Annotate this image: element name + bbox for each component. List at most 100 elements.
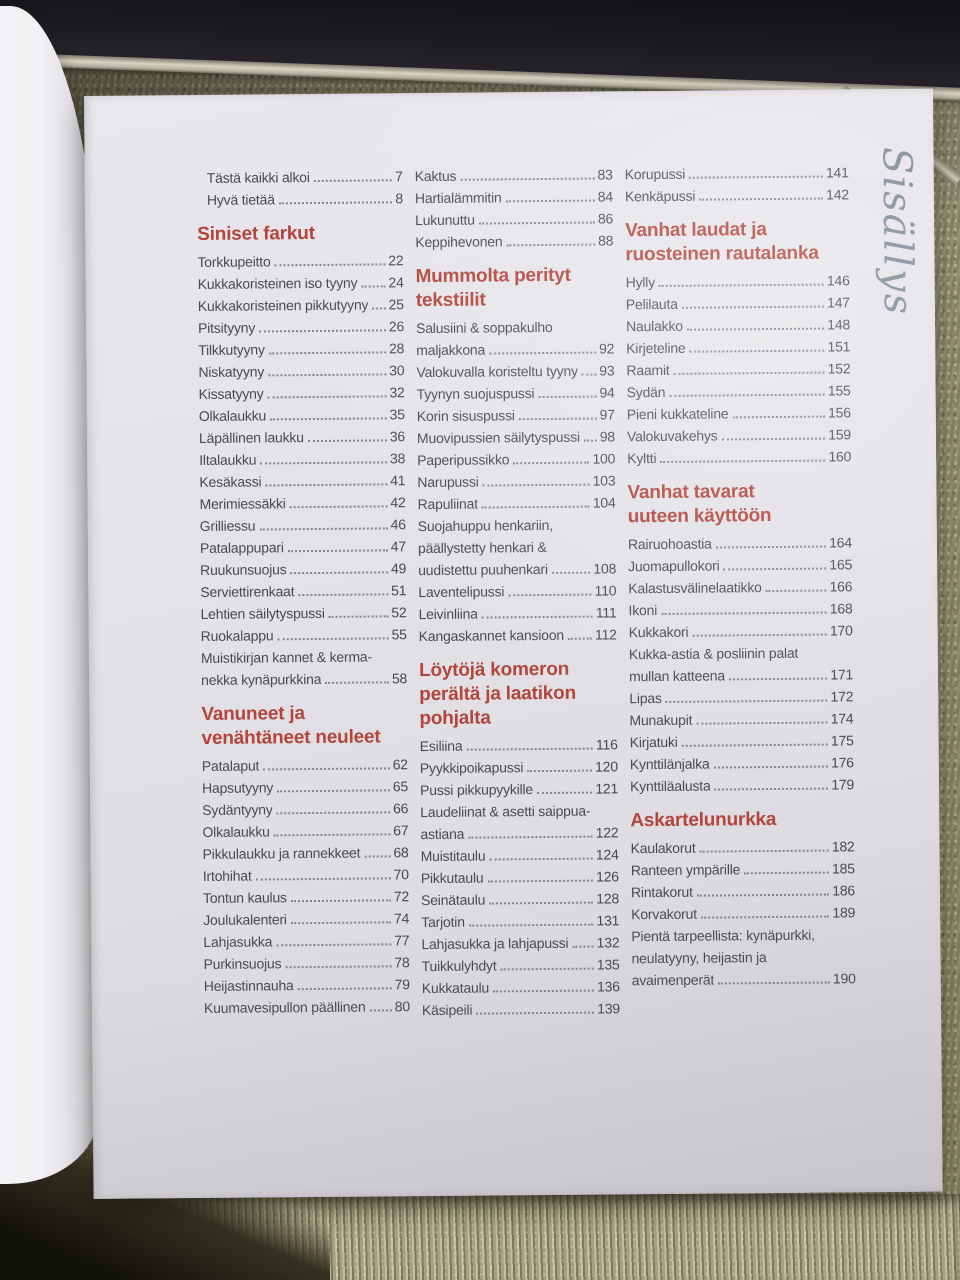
page-number: 46	[390, 516, 406, 533]
toc-entry: Lahjasukka 77	[203, 929, 409, 953]
page-number: 141	[825, 164, 849, 181]
toc-entry: Pikkulaukku ja rannekkeet 68	[203, 841, 409, 865]
toc-entry-label: Korin sisuspussi	[416, 407, 515, 425]
dot-leader	[260, 461, 388, 465]
dot-leader	[681, 305, 825, 309]
toc-entry: Kalastusvälinelaatikko 166	[628, 575, 852, 599]
toc-entry-label: Serviettirenkaat	[200, 583, 295, 601]
toc-entry-label: maljakkona	[416, 341, 486, 359]
toc-entry: Laventelipussi 110	[418, 579, 616, 603]
toc-entry-label: Kuumavesipullon päällinen	[203, 998, 366, 1016]
dot-leader	[661, 611, 827, 615]
toc-entry-label: Torkkupeitto	[197, 253, 271, 271]
dot-leader	[298, 593, 389, 597]
page-number: 111	[595, 604, 617, 621]
page-number: 93	[599, 362, 615, 379]
toc-entry: Kynttilänjalka 176	[630, 751, 854, 775]
dot-leader	[290, 921, 392, 925]
dot-leader	[481, 615, 593, 619]
toc-entry-label: Tilkkutyyny	[198, 341, 265, 359]
dot-leader	[287, 549, 388, 553]
section-heading: Mummolta perityt tekstiilit	[415, 263, 613, 313]
page-number: 51	[391, 582, 407, 599]
toc-entry: Läpällinen laukku 36	[199, 425, 405, 449]
toc-entry: Kuumavesipullon päällinen 80	[204, 995, 410, 1019]
toc-entry-label: Tuikkulyhdyt	[421, 957, 497, 975]
toc-entry: Olkalaukku 67	[202, 819, 408, 843]
toc-entry: Patalaput 62	[202, 753, 408, 777]
dot-leader	[259, 527, 388, 531]
toc-entry-label: Lukunuttu	[415, 211, 475, 229]
toc-entry: Leivinliina 111	[418, 601, 616, 625]
toc-entry-label: Kukkataulu	[421, 979, 490, 997]
section-heading: Siniset farkut	[197, 221, 403, 247]
toc-entry-label: Kirjeteline	[626, 339, 686, 357]
toc-entry-label: Käsipeili	[421, 1001, 473, 1019]
toc-entry-label: Kenkäpussi	[624, 187, 696, 205]
toc-entry: Pikkutaulu 126	[421, 865, 619, 889]
toc-entry: Grilliessu 46	[200, 513, 406, 537]
page-number: 190	[832, 970, 856, 987]
toc-entry-label: Lahjasukka ja lahjapussi	[421, 934, 569, 953]
page-number: 156	[827, 404, 851, 421]
page-number: 171	[830, 666, 854, 683]
dot-leader	[728, 677, 828, 681]
page-number: 26	[388, 318, 405, 335]
toc-entry: Rairuohoastia 164	[628, 531, 852, 555]
page-number: 170	[829, 622, 853, 639]
toc-entry-label: Pyykkipoikapussi	[419, 759, 524, 777]
toc-entry: Salusiini & soppakulho	[416, 315, 614, 339]
page-number: 142	[826, 186, 849, 203]
dot-leader	[689, 349, 825, 353]
toc-entry: Kirjatuki 175	[630, 729, 854, 753]
section-heading-line: tekstiilit	[415, 289, 486, 312]
toc-entry: Patalappupari 47	[200, 535, 406, 559]
toc-entry-label: Salusiini & soppakulho	[415, 318, 553, 337]
page-number: 66	[392, 800, 409, 817]
toc-entry: Ruokalappu 55	[201, 623, 407, 647]
dot-leader	[744, 871, 830, 875]
dot-leader	[255, 877, 391, 881]
page-number: 120	[595, 758, 618, 775]
dot-leader	[699, 849, 829, 853]
dot-leader	[538, 395, 597, 399]
toc-entry-label: Pikkulaukku ja rannekkeet	[202, 844, 361, 862]
section-heading-line: ruosteinen rautalanka	[625, 242, 819, 266]
toc-entry-label: Tarjotin	[421, 913, 465, 931]
dot-leader	[263, 767, 390, 771]
page-number: 103	[592, 472, 616, 489]
dot-leader	[489, 857, 593, 861]
page-number: 122	[595, 824, 619, 841]
page-number: 139	[597, 1000, 621, 1017]
toc-entry-label: Munakupit	[629, 711, 693, 729]
page-number: 151	[827, 338, 851, 355]
toc-entry-label: Hylly	[625, 274, 656, 291]
toc-title-script: Sisällys	[873, 146, 921, 317]
toc-entry: päällystetty henkari &	[418, 535, 616, 559]
dot-leader	[276, 811, 391, 815]
page-number: 126	[595, 868, 619, 885]
toc-entry-label: Raamit	[626, 361, 670, 379]
toc-entry-label: Kalastusvälinelaatikko	[628, 579, 762, 597]
dot-leader	[527, 769, 593, 773]
section-heading-line: uuteen käyttöön	[627, 505, 772, 528]
section-heading-line: Vanhat laudat ja	[625, 219, 767, 242]
dot-leader	[681, 743, 828, 747]
section-heading-line: Löytöjä komeron	[418, 658, 570, 682]
page-number: 159	[828, 426, 852, 443]
section-heading: Vanhat tavarat uuteen käyttöön	[627, 479, 851, 529]
dot-leader	[278, 201, 393, 205]
dot-leader	[518, 417, 597, 421]
dot-leader	[487, 879, 594, 883]
toc-entry: Kukkakoristeinen pikkutyyny 25	[198, 293, 404, 317]
toc-columns: Tästä kaikki alkoi 7 Hyvä tietää 8 Siniset f…	[197, 161, 856, 1023]
dot-leader	[270, 417, 387, 421]
toc-entry: Muovipussien säilytyspussi 98	[417, 425, 615, 449]
toc-entry: Pussi pikkupyykille 121	[420, 777, 618, 801]
dot-leader	[732, 415, 826, 419]
toc-entry: Korin sisuspussi 97	[417, 403, 615, 427]
page-number: 179	[831, 776, 855, 793]
toc-entry-label: astiana	[420, 825, 465, 843]
toc-entry-label: Hartialämmitin	[414, 189, 502, 207]
